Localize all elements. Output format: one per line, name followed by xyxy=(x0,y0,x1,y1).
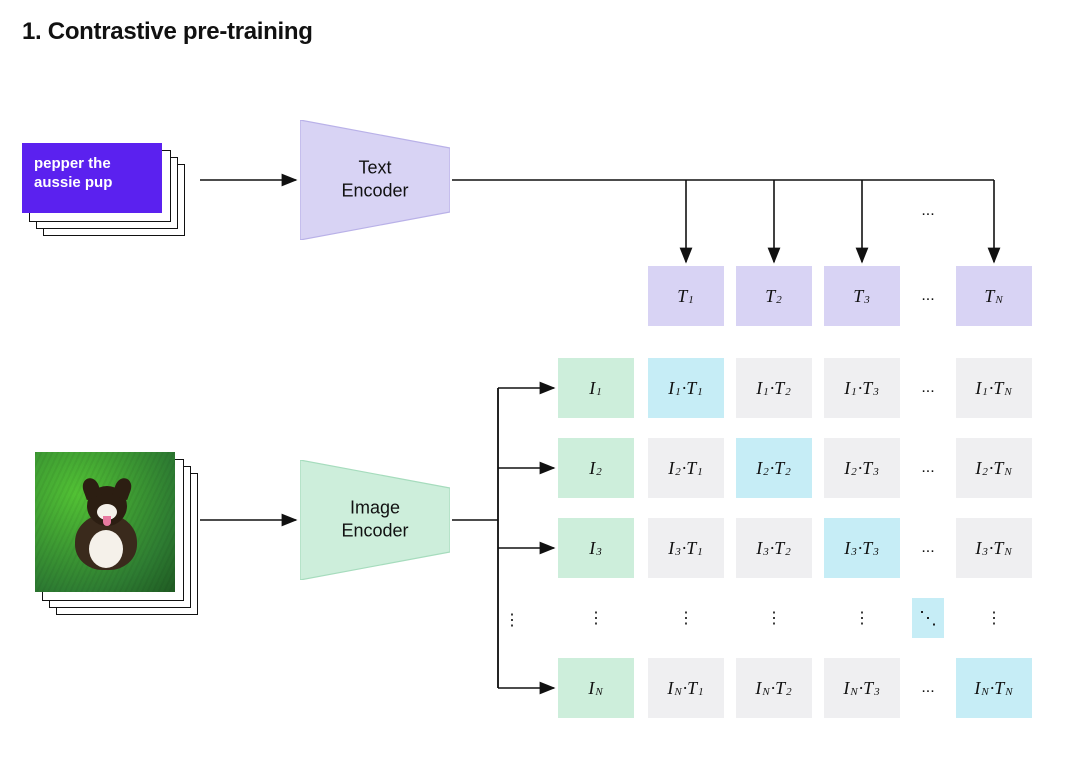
sample-image xyxy=(35,452,175,592)
matrix-hdots-4: ... xyxy=(912,658,944,718)
text-encoder-label: Text Encoder xyxy=(341,157,408,204)
i-header-1: I1 xyxy=(558,358,634,418)
text-encoder: Text Encoder xyxy=(300,120,450,240)
matrix-cell-2-2: I2·T2 xyxy=(736,438,812,498)
matrix-cell-1-1: I1·T1 xyxy=(648,358,724,418)
matrix-hdots-1: ... xyxy=(912,438,944,498)
matrix-vdots-0: ⋮ xyxy=(648,598,724,638)
image-encoder-label: Image Encoder xyxy=(341,497,408,544)
matrix-cell-3-3: I3·T3 xyxy=(824,518,900,578)
i-header-N: IN xyxy=(558,658,634,718)
image-encoder: Image Encoder xyxy=(300,460,450,580)
svg-text:⋮: ⋮ xyxy=(504,612,520,629)
t-header-3: T3 xyxy=(824,266,900,326)
matrix-cell-2-N: I2·TN xyxy=(956,438,1032,498)
matrix-vdots-2: ⋮ xyxy=(824,598,900,638)
i-header-ellipsis: ⋮ xyxy=(558,598,634,638)
arrows-layer: ... ⋮ xyxy=(0,0,1070,760)
matrix-cell-1-2: I1·T2 xyxy=(736,358,812,418)
matrix-cell-N-1: IN·T1 xyxy=(648,658,724,718)
t-header-ellipsis: ... xyxy=(912,266,944,326)
diagram-canvas: 1. Contrastive pre-training pepper theau… xyxy=(0,0,1070,760)
image-input-stack xyxy=(35,452,196,613)
matrix-vdots-4: ⋮ xyxy=(956,598,1032,638)
t-header-2: T2 xyxy=(736,266,812,326)
svg-text:...: ... xyxy=(921,202,934,219)
text-input-stack: pepper theaussie pup xyxy=(22,143,183,234)
i-header-2: I2 xyxy=(558,438,634,498)
matrix-cell-3-N: I3·TN xyxy=(956,518,1032,578)
t-header-1: T1 xyxy=(648,266,724,326)
matrix-cell-1-3: I1·T3 xyxy=(824,358,900,418)
matrix-cell-N-2: IN·T2 xyxy=(736,658,812,718)
diagram-title: 1. Contrastive pre-training xyxy=(22,18,313,46)
t-header-N: TN xyxy=(956,266,1032,326)
matrix-cell-2-1: I2·T1 xyxy=(648,438,724,498)
i-header-3: I3 xyxy=(558,518,634,578)
matrix-cell-2-3: I2·T3 xyxy=(824,438,900,498)
matrix-cell-1-N: I1·TN xyxy=(956,358,1032,418)
matrix-hdots-0: ... xyxy=(912,358,944,418)
matrix-hdots-2: ... xyxy=(912,518,944,578)
matrix-cell-N-N: IN·TN xyxy=(956,658,1032,718)
matrix-cell-3-1: I3·T1 xyxy=(648,518,724,578)
matrix-cell-3-2: I3·T2 xyxy=(736,518,812,578)
text-caption-box: pepper theaussie pup xyxy=(22,143,162,213)
matrix-vdots-1: ⋮ xyxy=(736,598,812,638)
matrix-ddots: ⋱ xyxy=(912,598,944,638)
matrix-cell-N-3: IN·T3 xyxy=(824,658,900,718)
